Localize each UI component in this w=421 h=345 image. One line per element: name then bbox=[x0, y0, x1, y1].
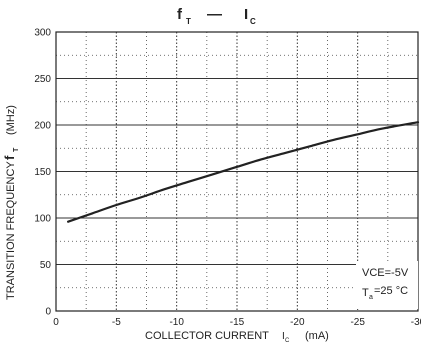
xlabel-symbol: I bbox=[282, 331, 285, 342]
ylabel-symbol: f bbox=[2, 155, 17, 160]
ylabel-symbol-sub: T bbox=[13, 147, 20, 152]
annotation-box: VCE=-5V T a =25 °C bbox=[356, 261, 418, 309]
x-tick-label: 0 bbox=[53, 317, 59, 328]
annotation-line2-rest: =25 °C bbox=[374, 285, 408, 297]
title-second-sub: C bbox=[250, 17, 256, 26]
y-tick-labels: 0 50 100 150 200 250 300 bbox=[34, 28, 51, 318]
y-tick-label: 50 bbox=[40, 260, 52, 271]
title-main-sub: T bbox=[186, 17, 191, 26]
title-dash: — bbox=[207, 6, 222, 23]
x-tick-label: -10 bbox=[169, 317, 184, 328]
y-tick-label: 250 bbox=[34, 74, 51, 85]
y-tick-label: 150 bbox=[34, 167, 51, 178]
x-axis-label: COLLECTOR CURRENT I C (mA) bbox=[145, 330, 329, 344]
series-line bbox=[67, 121, 420, 223]
x-tick-label: -30 bbox=[411, 317, 421, 328]
annotation-line2-main: T bbox=[362, 287, 369, 299]
ylabel-unit: (MHz) bbox=[5, 105, 17, 135]
ylabel-text: TRANSITION FREQUENCY bbox=[5, 161, 17, 300]
x-tick-labels: 0 -5 -10 -15 -20 -25 -30 bbox=[53, 317, 421, 328]
xlabel-text: COLLECTOR CURRENT bbox=[145, 330, 269, 342]
title-main: f bbox=[177, 6, 183, 23]
annotation-line2-sub: a bbox=[369, 294, 373, 301]
y-tick-label: 300 bbox=[34, 28, 51, 39]
y-axis-label: TRANSITION FREQUENCY f T (MHz) bbox=[2, 105, 20, 300]
y-tick-label: 0 bbox=[45, 307, 51, 318]
y-tick-label: 200 bbox=[34, 121, 51, 132]
plot-frame bbox=[55, 31, 419, 312]
annotation-line1: VCE=-5V bbox=[362, 267, 409, 279]
chart-title: f T — I C bbox=[177, 6, 256, 26]
xlabel-unit: (mA) bbox=[305, 330, 329, 342]
x-tick-label: -15 bbox=[230, 317, 245, 328]
x-tick-label: -5 bbox=[112, 317, 121, 328]
x-tick-label: -20 bbox=[290, 317, 305, 328]
xlabel-symbol-sub: C bbox=[285, 338, 290, 344]
y-tick-label: 100 bbox=[34, 214, 51, 225]
x-tick-label: -25 bbox=[350, 317, 365, 328]
title-second: I bbox=[244, 6, 248, 23]
